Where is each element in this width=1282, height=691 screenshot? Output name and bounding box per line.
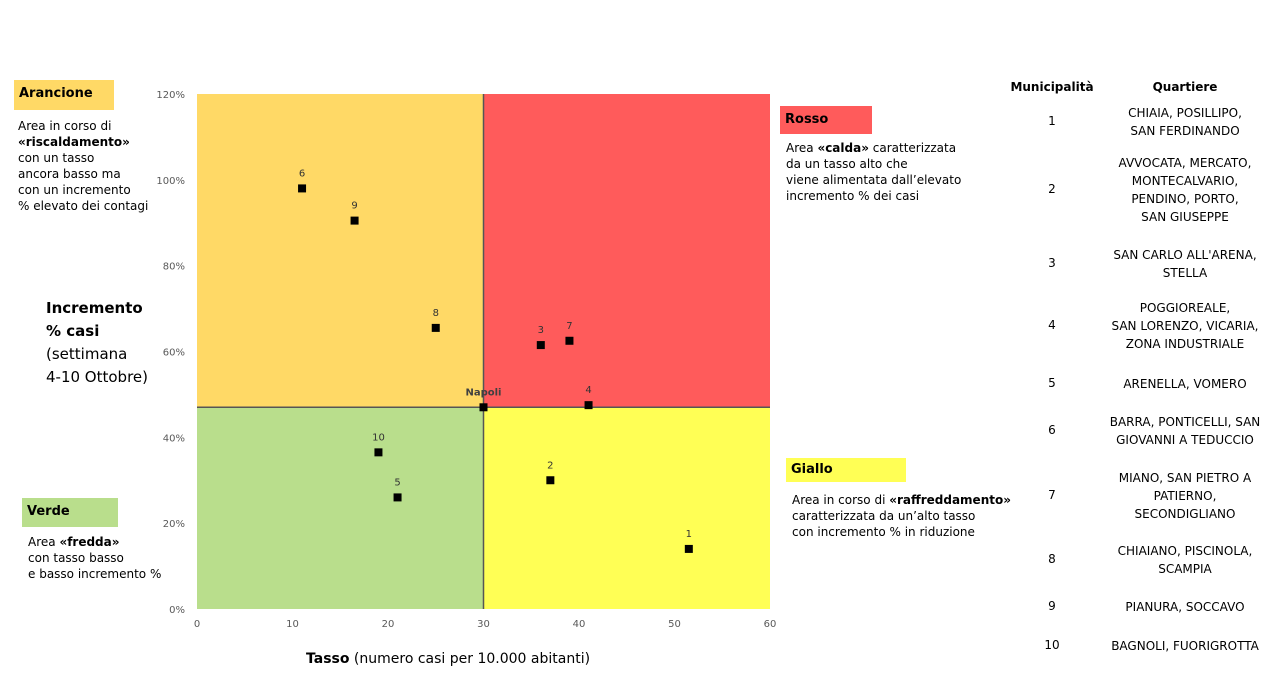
data-point-label: 4 [585, 385, 591, 396]
data-point [431, 323, 440, 332]
zone-giallo-title: Giallo [786, 458, 906, 482]
municipalita-number: 8 [1048, 552, 1056, 566]
zone-verde-description: Area «fredda» con tasso basso e basso in… [28, 535, 162, 581]
data-point [479, 403, 488, 412]
data-point [584, 401, 593, 410]
zone-verde-title: Verde [22, 498, 118, 527]
municipalita-number: 9 [1048, 599, 1056, 613]
quartiere-line: SCAMPIA [1158, 562, 1212, 576]
zone-arancione-description: Area in corso di «riscaldamento» con un … [18, 119, 149, 213]
data-point [536, 341, 545, 350]
data-point [546, 476, 555, 485]
municipalita-number: 7 [1048, 488, 1056, 502]
data-point [393, 493, 402, 502]
municipalita-number: 4 [1048, 318, 1056, 332]
x-axis-label: Tasso (numero casi per 10.000 abitanti) [306, 651, 591, 667]
quartiere-line: SAN CARLO ALL'ARENA, [1113, 248, 1257, 262]
quartiere-line: PENDINO, PORTO, [1131, 192, 1239, 206]
quadrant-verde [197, 407, 484, 609]
zone-rosso-description: Area «calda» caratterizzata da un tasso … [786, 141, 962, 203]
x-tick-label: 50 [668, 619, 681, 630]
quadrant-giallo [483, 407, 770, 609]
municipalita-number: 6 [1048, 423, 1056, 437]
quartiere-line: MIANO, SAN PIETRO A [1118, 471, 1252, 485]
data-point-label: 6 [299, 168, 305, 179]
quartiere-line: MONTECALVARIO, [1131, 174, 1239, 188]
quartiere-line: ARENELLA, VOMERO [1123, 377, 1247, 391]
table-header-quartiere: Quartiere [1152, 80, 1218, 94]
data-point-label: 10 [372, 432, 385, 443]
x-tick-label: 0 [194, 619, 200, 630]
quartiere-line: SAN GIUSEPPE [1141, 210, 1229, 224]
data-point-label: 8 [433, 308, 439, 319]
quadrant-rosso [483, 94, 770, 408]
quartiere-cell: ARENELLA, VOMERO [1100, 375, 1270, 393]
quartiere-line: SAN FERDINANDO [1130, 124, 1240, 138]
data-point [298, 184, 307, 193]
quartiere-cell: POGGIOREALE, SAN LORENZO, VICARIA, ZONA IN… [1100, 299, 1270, 353]
quartiere-cell: PIANURA, SOCCAVO [1100, 598, 1270, 616]
data-point-label: Napoli [465, 387, 501, 398]
y-tick-label: 20% [163, 519, 185, 530]
data-point [565, 336, 574, 345]
data-point [350, 216, 359, 225]
data-point-label: 5 [394, 477, 400, 488]
table-header-municipalita: Municipalità [1010, 80, 1094, 94]
quartiere-line: SAN LORENZO, VICARIA, [1111, 319, 1259, 333]
quartiere-cell: BARRA, PONTICELLI, SAN GIOVANNI A TEDUCCI… [1100, 413, 1270, 449]
municipalita-number: 3 [1048, 256, 1056, 270]
x-tick-label: 60 [764, 619, 777, 630]
quartiere-line: CHIAIANO, PISCINOLA, [1117, 544, 1253, 558]
y-axis-label: Incremento % casi (settimana 4-10 Ottobr… [46, 299, 148, 386]
y-tick-label: 100% [156, 176, 185, 187]
quartiere-line: PIANURA, SOCCAVO [1125, 600, 1245, 614]
data-point-label: 7 [566, 321, 572, 332]
y-tick-label: 80% [163, 262, 185, 273]
x-tick-label: 30 [477, 619, 490, 630]
x-tick-label: 40 [573, 619, 586, 630]
y-tick-label: 60% [163, 348, 185, 359]
municipalita-number: 10 [1044, 638, 1060, 652]
zone-arancione-title: Arancione [14, 80, 114, 110]
x-tick-label: 10 [286, 619, 299, 630]
data-point-label: 9 [351, 201, 357, 212]
zone-rosso-title: Rosso [780, 106, 872, 134]
quartiere-line: STELLA [1162, 266, 1208, 280]
zone-giallo-description: Area in corso di «raffreddamento» caratt… [792, 493, 1011, 539]
quartiere-line: BAGNOLI, FUORIGROTTA [1111, 639, 1259, 653]
municipalita-number: 1 [1048, 114, 1056, 128]
y-tick-label: 0% [169, 605, 185, 616]
data-point [374, 448, 383, 457]
x-tick-label: 20 [382, 619, 395, 630]
municipalita-number: 5 [1048, 376, 1056, 390]
data-point [684, 544, 693, 553]
quartiere-line: CHIAIA, POSILLIPO, [1128, 106, 1242, 120]
y-tick-label: 40% [163, 433, 185, 444]
data-point-label: 1 [686, 529, 692, 540]
quartiere-line: BARRA, PONTICELLI, SAN [1109, 415, 1261, 429]
quartiere-cell: CHIAIA, POSILLIPO, SAN FERDINANDO [1100, 104, 1270, 140]
quadrant-arancione [197, 94, 484, 408]
quartiere-line: GIOVANNI A TEDUCCIO [1116, 433, 1254, 447]
quartiere-line: PATIERNO, [1153, 489, 1217, 503]
quartiere-line: ZONA INDUSTRIALE [1125, 337, 1245, 351]
quartiere-line: POGGIOREALE, [1139, 301, 1231, 315]
y-tick-label: 120% [156, 90, 185, 101]
quartiere-cell: MIANO, SAN PIETRO A PATIERNO, SECONDIGLIAN… [1100, 469, 1270, 523]
municipalita-number: 2 [1048, 182, 1056, 196]
quartiere-cell: SAN CARLO ALL'ARENA, STELLA [1100, 246, 1270, 282]
quartiere-cell: CHIAIANO, PISCINOLA, SCAMPIA [1100, 542, 1270, 578]
data-point-label: 2 [547, 460, 553, 471]
quartiere-cell: BAGNOLI, FUORIGROTTA [1100, 637, 1270, 655]
quartiere-cell: AVVOCATA, MERCATO, MONTECALVARIO, PENDINO,… [1100, 154, 1270, 226]
quartiere-line: SECONDIGLIANO [1134, 507, 1236, 521]
quartiere-line: AVVOCATA, MERCATO, [1118, 156, 1252, 170]
data-point-label: 3 [538, 325, 544, 336]
